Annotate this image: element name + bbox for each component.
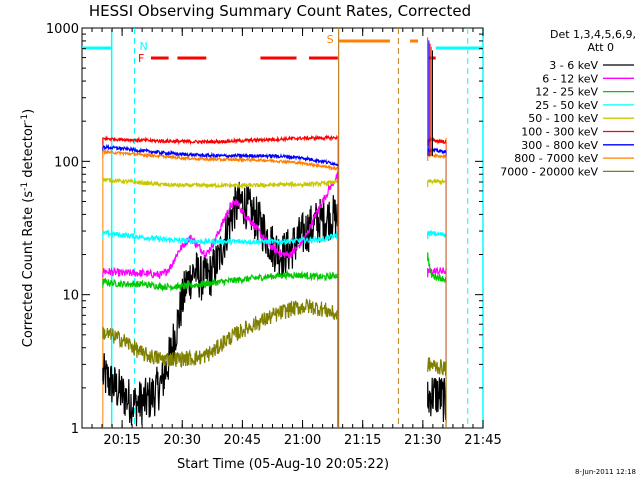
legend-entry-label: 25 - 50 keV [535, 99, 598, 112]
legend-header-line-1: Det 1,3,4,5,6,9, [550, 28, 636, 41]
legend-entry-label: 100 - 300 keV [521, 126, 598, 139]
legend-entry-label: 800 - 7000 keV [514, 152, 598, 165]
x-tick-label: 21:45 [464, 433, 501, 448]
transition-spike [427, 37, 433, 156]
series-lines [102, 37, 447, 428]
series-line [427, 377, 447, 423]
x-tick-label: 21:15 [344, 433, 381, 448]
legend-entry-label: 12 - 25 keV [535, 86, 598, 99]
x-tick-label: 20:30 [164, 433, 201, 448]
x-tick-label: 21:00 [284, 433, 321, 448]
x-tick-label: 20:45 [224, 433, 261, 448]
flare-label: F [138, 52, 144, 65]
series-line [427, 229, 447, 240]
series-line [102, 298, 339, 368]
series-line [102, 270, 339, 293]
x-tick-label: 21:30 [404, 433, 441, 448]
saa-label: S [327, 33, 334, 46]
series-line [102, 143, 339, 167]
series-line [427, 357, 447, 376]
legend-entry-label: 300 - 800 keV [521, 139, 598, 152]
y-tick-label: 10 [62, 289, 79, 304]
y-axis-label: Corrected Count Rate (s-1 detector-1) [20, 109, 36, 347]
series-line [102, 134, 339, 146]
series-line [427, 252, 447, 284]
instrument-state-annotations: NF S [82, 28, 484, 428]
legend-header-line-2: Att 0 [588, 41, 614, 54]
night-label: N [140, 40, 148, 53]
series-line [102, 177, 339, 190]
series-7000-20000-kev [102, 298, 447, 428]
x-tick-label: 20:15 [103, 433, 140, 448]
footer-timestamp: 8-Jun-2011 12:18 [575, 468, 636, 476]
axes: 20:15 20:30 20:45 21:00 21:15 21:30 21:45 1 10 10… [46, 22, 502, 448]
legend-entry-label: 6 - 12 keV [542, 72, 598, 85]
y-tick-label: 100 [54, 155, 79, 170]
series-line [427, 266, 447, 278]
series-line [102, 148, 338, 172]
legend-entry-label: 7000 - 20000 keV [500, 165, 598, 178]
legend-entry-label: 50 - 100 keV [528, 112, 598, 125]
series-line [102, 171, 339, 279]
chart-title: HESSI Observing Summary Count Rates, Cor… [89, 2, 471, 20]
series-line [102, 229, 339, 247]
series-line [427, 177, 447, 188]
y-tick-label: 1000 [46, 22, 79, 37]
plot-area: NF S 20:15 20:30 20:45 21:00 21:15 21:30 21:45 1… [46, 22, 502, 448]
series-line [102, 181, 339, 427]
legend-entry-label: 3 - 6 keV [549, 59, 598, 72]
x-axis-label: Start Time (05-Aug-10 20:05:22) [177, 457, 389, 472]
y-tick-label: 1 [71, 422, 79, 437]
